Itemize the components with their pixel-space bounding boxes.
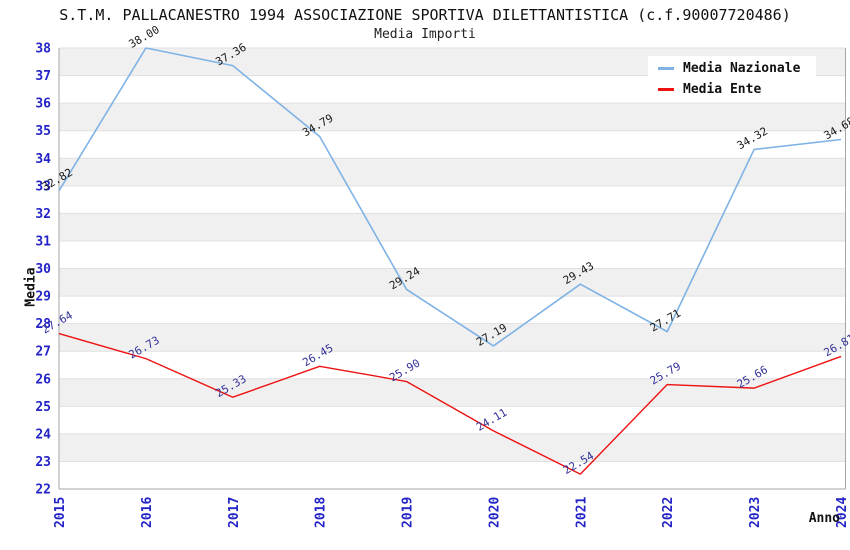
svg-text:24: 24 bbox=[35, 427, 51, 442]
svg-text:25: 25 bbox=[35, 400, 51, 415]
plot-bands bbox=[59, 48, 846, 489]
svg-text:2017: 2017 bbox=[227, 497, 242, 528]
svg-text:2019: 2019 bbox=[401, 497, 416, 528]
legend-item-media-nazionale: Media Nazionale bbox=[648, 59, 816, 79]
x-axis-title: Anno bbox=[808, 511, 840, 526]
svg-text:33: 33 bbox=[35, 179, 51, 194]
chart-title: S.T.M. PALLACANESTRO 1994 ASSOCIAZIONE S… bbox=[59, 6, 791, 24]
y-tick-labels: 22 23 24 25 26 27 28 29 30 31 32 33 34 35 36 37 38 bbox=[35, 42, 51, 498]
svg-text:37: 37 bbox=[35, 69, 51, 84]
svg-text:29: 29 bbox=[35, 290, 51, 305]
svg-text:38: 38 bbox=[35, 42, 51, 57]
svg-text:2022: 2022 bbox=[661, 497, 676, 528]
y-axis-title: Media bbox=[23, 267, 39, 307]
chart-subtitle: Media Importi bbox=[374, 27, 476, 42]
svg-text:2020: 2020 bbox=[487, 497, 502, 528]
x-tick-labels: 2015 2016 2017 2018 2019 2020 2021 2022 2023 2024 bbox=[53, 497, 850, 528]
svg-text:34: 34 bbox=[35, 152, 51, 167]
legend: Media Nazionale Media Ente bbox=[648, 56, 816, 102]
svg-text:2021: 2021 bbox=[574, 497, 589, 528]
svg-text:32: 32 bbox=[35, 207, 51, 222]
media-ente-line bbox=[58, 332, 842, 475]
svg-text:28: 28 bbox=[35, 317, 51, 332]
media-ente-swatch-icon bbox=[658, 88, 674, 91]
svg-text:22: 22 bbox=[35, 483, 51, 498]
legend-item-media-ente: Media Ente bbox=[648, 80, 816, 100]
media-nazionale-swatch-icon bbox=[658, 67, 674, 70]
svg-text:36: 36 bbox=[35, 97, 51, 112]
svg-text:2015: 2015 bbox=[53, 497, 68, 528]
svg-text:2024: 2024 bbox=[835, 497, 850, 528]
svg-text:23: 23 bbox=[35, 455, 51, 470]
svg-text:30: 30 bbox=[35, 262, 51, 277]
svg-text:2018: 2018 bbox=[314, 497, 329, 528]
legend-label-media-ente: Media Ente bbox=[683, 82, 762, 97]
legend-label-media-nazionale: Media Nazionale bbox=[683, 61, 801, 76]
media-nazionale-line bbox=[58, 47, 842, 347]
grid-lines bbox=[59, 47, 846, 462]
svg-text:2023: 2023 bbox=[748, 497, 763, 528]
svg-text:2016: 2016 bbox=[140, 497, 155, 528]
svg-text:26: 26 bbox=[35, 372, 51, 387]
svg-text:35: 35 bbox=[35, 124, 51, 139]
axes-spines bbox=[58, 48, 846, 490]
svg-text:27: 27 bbox=[35, 345, 51, 360]
svg-text:31: 31 bbox=[35, 234, 51, 249]
